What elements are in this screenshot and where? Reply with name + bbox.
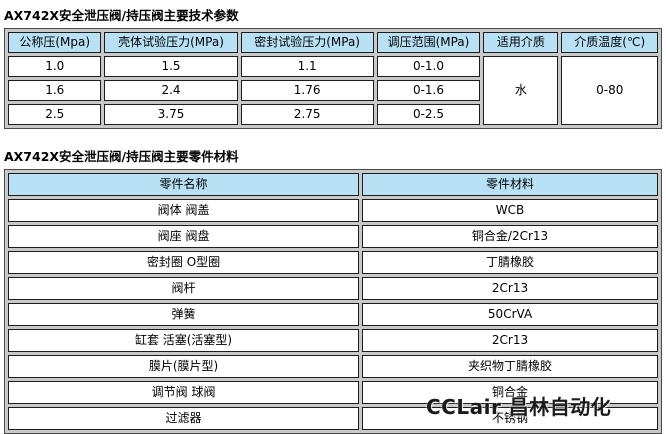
table-row: 阀体 阀盖 WCB <box>8 199 658 222</box>
cell-part-name: 阀座 阀盘 <box>8 225 360 248</box>
cell-nominal-pressure: 1.0 <box>8 56 102 77</box>
parts-material-table: 零件名称 零件材料 阀体 阀盖 WCB 阀座 阀盘 铜合金/2Cr13 密封圈 … <box>4 169 662 434</box>
cell-adjust-range: 0-1.6 <box>376 80 481 101</box>
cell-part-name: 阀杆 <box>8 277 360 300</box>
cell-part-material: 2Cr13 <box>362 329 658 352</box>
col-header-shell-test-pressure: 壳体试验压力(MPa) <box>104 32 238 53</box>
cell-shell-test-pressure: 1.5 <box>104 56 238 77</box>
cell-seal-test-pressure: 1.1 <box>240 56 374 77</box>
cell-part-material: 铜合金 <box>362 381 658 404</box>
tech-params-table: 公称压(Mpa) 壳体试验压力(MPa) 密封试验压力(MPa) 调压范围(MP… <box>4 28 662 129</box>
cell-part-name: 过滤器 <box>8 407 360 430</box>
cell-part-material: 夹织物丁腈橡胶 <box>362 355 658 378</box>
col-header-medium-temp: 介质温度(℃) <box>561 32 658 53</box>
col-header-medium: 适用介质 <box>483 32 559 53</box>
cell-part-material: 铜合金/2Cr13 <box>362 225 658 248</box>
col-header-part-name: 零件名称 <box>8 173 360 196</box>
table-row: 1.0 1.5 1.1 0-1.0 水 0-80 <box>8 56 658 125</box>
col-header-adjust-range: 调压范围(MPa) <box>376 32 481 53</box>
table-row: 阀杆 2Cr13 <box>8 277 658 300</box>
cell-seal-test-pressure: 1.76 <box>240 80 374 101</box>
table-row: 膜片(膜片型) 夹织物丁腈橡胶 <box>8 355 658 378</box>
tech-params-header-row: 公称压(Mpa) 壳体试验压力(MPa) 密封试验压力(MPa) 调压范围(MP… <box>8 32 658 53</box>
table-row: 1.6 2.4 1.76 0-1.6 <box>8 80 658 101</box>
table-row: 2.5 3.75 2.75 0-2.5 <box>8 104 658 125</box>
cell-nominal-pressure: 1.6 <box>8 80 102 101</box>
cell-nominal-pressure: 2.5 <box>8 104 102 125</box>
cell-part-name: 弹簧 <box>8 303 360 326</box>
cell-part-name: 密封圈 O型圈 <box>8 251 360 274</box>
cell-medium: 水 <box>483 56 559 125</box>
cell-adjust-range: 0-1.0 <box>376 56 481 77</box>
cell-part-material: 丁腈橡胶 <box>362 251 658 274</box>
cell-part-name: 阀体 阀盖 <box>8 199 360 222</box>
cell-part-name: 膜片(膜片型) <box>8 355 360 378</box>
cclair-watermark: CCLair 昌林自动化 <box>426 395 612 419</box>
table-row: 阀座 阀盘 铜合金/2Cr13 <box>8 225 658 248</box>
cell-part-name: 调节阀 球阀 <box>8 381 360 404</box>
parts-material-title: AX742X安全泄压阀/持压阀主要零件材料 <box>4 149 239 164</box>
table-row: 密封圈 O型圈 丁腈橡胶 <box>8 251 658 274</box>
col-header-nominal-pressure: 公称压(Mpa) <box>8 32 102 53</box>
cell-part-name: 缸套 活塞(活塞型) <box>8 329 360 352</box>
cell-shell-test-pressure: 2.4 <box>104 80 238 101</box>
cell-shell-test-pressure: 3.75 <box>104 104 238 125</box>
cell-part-material: 2Cr13 <box>362 277 658 300</box>
table-row: 弹簧 50CrVA <box>8 303 658 326</box>
tech-params-title: AX742X安全泄压阀/持压阀主要技术参数 <box>4 8 239 23</box>
cell-medium-temp: 0-80 <box>561 56 658 125</box>
cell-part-material: 50CrVA <box>362 303 658 326</box>
cell-adjust-range: 0-2.5 <box>376 104 481 125</box>
cell-part-material: WCB <box>362 199 658 222</box>
col-header-part-material: 零件材料 <box>362 173 658 196</box>
col-header-seal-test-pressure: 密封试验压力(MPa) <box>240 32 374 53</box>
table-row: 缸套 活塞(活塞型) 2Cr13 <box>8 329 658 352</box>
parts-material-header-row: 零件名称 零件材料 <box>8 173 658 196</box>
table-row: 调节阀 球阀 铜合金 <box>8 381 658 404</box>
cell-seal-test-pressure: 2.75 <box>240 104 374 125</box>
